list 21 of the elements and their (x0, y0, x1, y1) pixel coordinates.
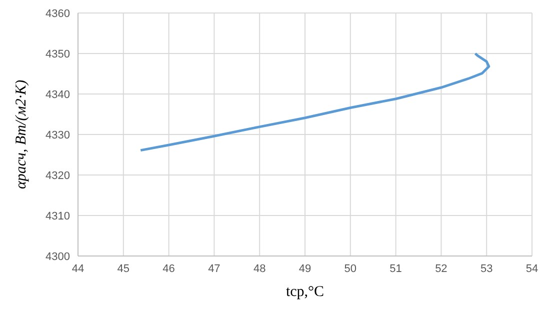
y-axis-title: αрасч, Вт/(м2·К) (13, 80, 30, 190)
x-tick-label: 52 (435, 262, 448, 275)
x-tick-label: 47 (208, 262, 220, 275)
x-tick-label: 45 (117, 262, 130, 275)
y-tick-label: 4310 (46, 210, 70, 222)
x-axis-title: tср,°C (286, 284, 324, 300)
y-tick-label: 4330 (46, 129, 70, 142)
y-tick-label: 4340 (46, 88, 70, 101)
x-tick-label: 53 (480, 262, 493, 275)
y-tick-label: 4300 (46, 250, 70, 263)
x-tick-label: 46 (162, 262, 175, 275)
x-tick-label: 48 (253, 262, 266, 275)
y-tick-label: 4320 (46, 170, 70, 182)
x-tick-label: 50 (344, 262, 357, 275)
line-series (139, 52, 490, 152)
y-tick-label: 4350 (46, 48, 70, 60)
x-tick-label: 54 (526, 262, 538, 275)
x-tick-label: 49 (298, 262, 312, 275)
x-tick-label: 44 (72, 262, 84, 275)
y-tick-label: 4360 (46, 8, 70, 20)
x-tick-label: 51 (390, 262, 402, 275)
